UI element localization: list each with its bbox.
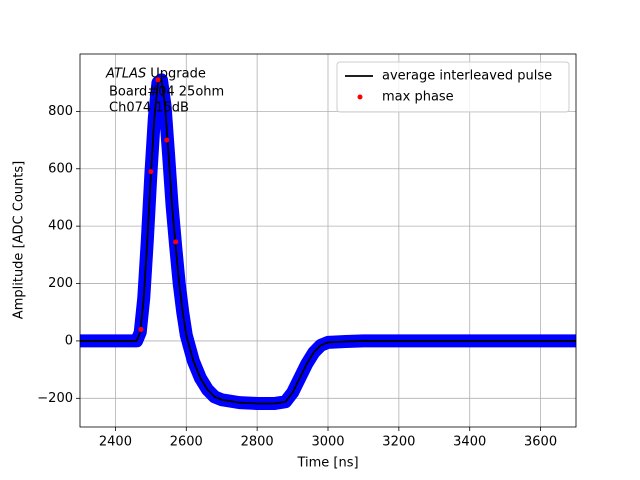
x-tick-label: 2600 <box>170 435 203 450</box>
plot-area <box>80 73 576 410</box>
legend-box <box>336 61 570 113</box>
y-tick-label: 600 <box>48 161 73 176</box>
average-line <box>80 78 576 405</box>
x-tick-label: 3600 <box>524 435 557 450</box>
x-tick-label: 2400 <box>99 435 132 450</box>
max-phase-point <box>173 239 179 245</box>
annotation: Board#04 25ohm <box>109 85 224 100</box>
max-phase-point <box>148 169 154 175</box>
legend-label: max phase <box>382 90 454 105</box>
y-tick-label: 200 <box>48 276 73 291</box>
x-tick-label: 3400 <box>453 435 486 450</box>
y-axis-label: Amplitude [ADC Counts] <box>12 161 27 319</box>
legend-marker <box>357 94 363 100</box>
x-tick-label: 3200 <box>382 435 415 450</box>
legend-label: average interleaved pulse <box>382 69 552 84</box>
annotation: Upgrade <box>150 67 206 82</box>
annotation: ATLAS <box>105 67 146 82</box>
plot-frame <box>79 53 577 428</box>
x-axis-label: Time [ns] <box>296 456 358 471</box>
y-tick-label: 0 <box>65 333 73 348</box>
annotation: Ch074 15dB <box>109 101 189 116</box>
y-tick-label: 800 <box>48 104 73 119</box>
max-phase-point <box>155 77 161 83</box>
x-tick-label: 2800 <box>241 435 274 450</box>
y-tick-label: 400 <box>48 219 73 234</box>
max-phase-point <box>164 137 170 143</box>
y-tick-label: −200 <box>37 391 73 406</box>
x-tick-label: 3000 <box>311 435 344 450</box>
max-phase-point <box>138 326 144 332</box>
